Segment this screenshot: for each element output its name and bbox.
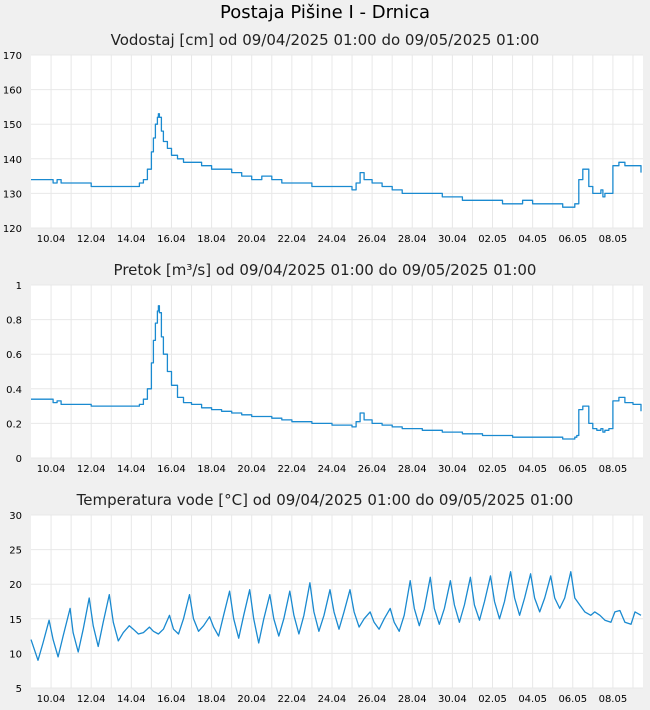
x-tick-label: 06.05 [558,464,587,475]
x-tick-label: 30.04 [438,234,467,245]
x-tick-label: 16.04 [157,694,186,705]
x-tick-label: 16.04 [157,464,186,475]
x-tick-label: 02.05 [478,234,507,245]
series-line-temperatura [30,571,642,661]
x-tick-label: 08.05 [599,694,628,705]
x-tick-label: 04.05 [518,234,547,245]
x-tick-label: 06.05 [558,694,587,705]
x-tick-label: 26.04 [358,694,387,705]
x-tick-label: 28.04 [398,694,427,705]
x-tick-label: 28.04 [398,464,427,475]
plot-area-pretok [31,285,643,458]
x-tick-label: 18.04 [197,234,226,245]
y-tick-label: 5 [16,684,22,695]
series-line-pretok [31,305,642,440]
x-tick-label: 12.04 [77,694,106,705]
y-tick-label: 25 [9,546,22,557]
x-tick-label: 24.04 [318,464,347,475]
x-tick-label: 26.04 [358,234,387,245]
x-tick-label: 24.04 [318,234,347,245]
x-tick-label: 22.04 [278,234,307,245]
y-tick-label: 0 [16,454,22,465]
chart-temperatura: 5 10 15 20 25 30 10.04 12.04 14.04 16.04 18.04 20.0… [9,511,643,705]
chart-title-vodostaj: Vodostaj [cm] od 09/04/2025 01:00 do 09/… [110,31,540,49]
x-tick-label: 10.04 [37,694,66,705]
page-title: Postaja Pišine I - Drnica [219,2,430,23]
x-tick-label: 12.04 [77,464,106,475]
plot-area-vodostaj [31,55,643,228]
x-tick-label: 16.04 [157,234,186,245]
x-tick-label: 18.04 [197,464,226,475]
x-tick-label: 20.04 [237,464,266,475]
y-tick-label: 150 [3,120,22,131]
y-tick-label: 30 [9,511,22,522]
series-line-vodostaj [31,113,642,208]
x-tick-label: 14.04 [117,464,146,475]
x-tick-label: 02.05 [478,694,507,705]
x-tick-label: 24.04 [318,694,347,705]
y-tick-label: 10 [9,649,22,660]
x-tick-label: 10.04 [37,464,66,475]
y-tick-label: 1 [16,281,22,292]
chart-title-pretok: Pretok [m³/s] od 09/04/2025 01:00 do 09/… [113,261,537,279]
y-tick-label: 0.6 [6,350,22,361]
x-tick-label: 08.05 [599,464,628,475]
y-tick-label: 120 [3,224,22,235]
x-tick-label: 14.04 [117,694,146,705]
y-tick-label: 140 [3,155,22,166]
x-tick-label: 20.04 [237,234,266,245]
x-tick-label: 20.04 [237,694,266,705]
y-tick-label: 20 [9,580,22,591]
x-tick-label: 10.04 [37,234,66,245]
x-tick-label: 30.04 [438,694,467,705]
x-tick-label: 06.05 [558,234,587,245]
x-tick-label: 04.05 [518,694,547,705]
x-tick-label: 30.04 [438,464,467,475]
y-tick-label: 160 [3,86,22,97]
x-tick-label: 22.04 [278,464,307,475]
x-tick-label: 28.04 [398,234,427,245]
y-tick-label: 15 [9,615,22,626]
x-tick-label: 08.05 [599,234,628,245]
chart-title-temperatura: Temperatura vode [°C] od 09/04/2025 01:0… [76,491,574,509]
y-tick-label: 130 [3,189,22,200]
x-tick-label: 12.04 [77,234,106,245]
plot-area-temperatura [31,515,643,688]
x-tick-label: 04.05 [518,464,547,475]
y-tick-label: 0.8 [6,316,22,327]
x-tick-label: 18.04 [197,694,226,705]
y-tick-label: 170 [3,51,22,62]
chart-pretok: 0 0.2 0.4 0.6 0.8 1 10.04 12.04 14.04 16.04 18.04 2… [6,281,643,475]
x-tick-label: 22.04 [278,694,307,705]
x-tick-label: 02.05 [478,464,507,475]
chart-vodostaj: 120 130 140 150 160 170 10.04 12.04 14.04 16.04 18… [3,51,643,245]
x-tick-label: 26.04 [358,464,387,475]
y-tick-label: 0.4 [6,385,22,396]
x-tick-label: 14.04 [117,234,146,245]
y-tick-label: 0.2 [6,419,22,430]
